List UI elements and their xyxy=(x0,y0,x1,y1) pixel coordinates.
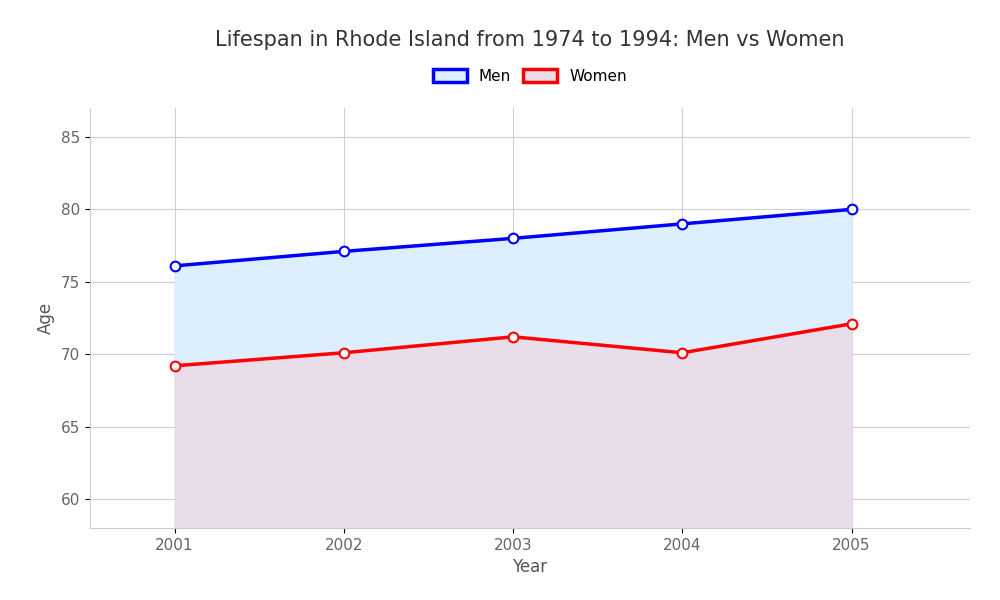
Title: Lifespan in Rhode Island from 1974 to 1994: Men vs Women: Lifespan in Rhode Island from 1974 to 19… xyxy=(215,29,845,49)
X-axis label: Year: Year xyxy=(512,558,548,576)
Y-axis label: Age: Age xyxy=(37,302,55,334)
Legend: Men, Women: Men, Women xyxy=(425,61,635,91)
